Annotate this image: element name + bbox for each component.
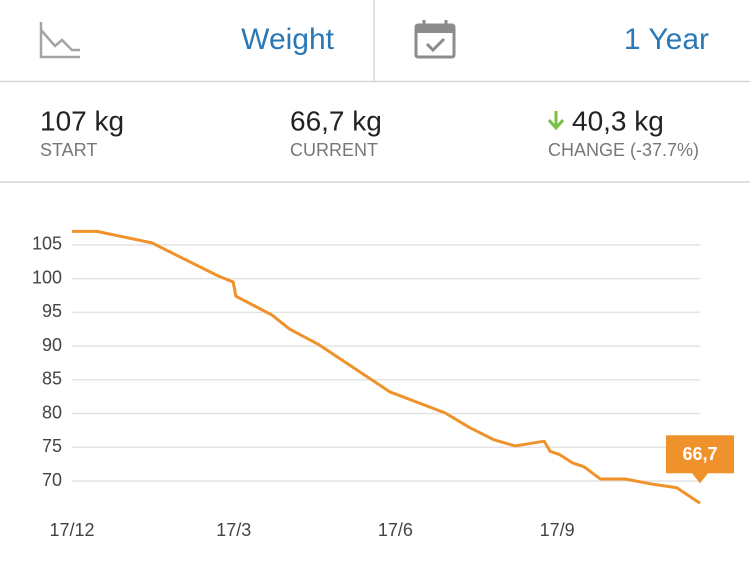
callout-box [666,435,734,484]
plot: 70 75 80 85 90 95 100 105 17/12 17/3 17/6 17/9 66,7 [32,229,734,540]
period-selector[interactable]: 1 Year [414,20,709,59]
y-tick-label: 75 [42,436,62,456]
calendar-check [425,37,446,53]
metric-selector[interactable]: Weight [39,22,335,59]
weight-line [72,229,701,505]
y-tick-label: 70 [42,470,62,490]
value-callout: 66,7 [666,435,734,484]
calendar-top [416,25,454,33]
x-tick-label: 17/12 [49,520,94,540]
y-tick-label: 85 [42,369,62,389]
start-label: START [40,140,97,160]
x-tick-label: 17/9 [540,520,575,540]
chart-icon [39,22,80,59]
change-value: 40,3 kg [572,105,664,136]
start-value: 107 kg [40,105,124,136]
down-arrow [547,111,565,131]
y-tick-label: 80 [42,402,62,422]
y-tick-label: 90 [42,335,62,355]
metric-title: Weight [241,23,334,56]
y-tick-label: 100 [32,267,62,287]
callout-label: 66,7 [682,444,717,464]
x-tick-label: 17/3 [216,520,251,540]
y-tick-label: 95 [42,301,62,321]
change-label: CHANGE (-37.7%) [548,140,699,160]
current-value: 66,7 kg [290,105,382,136]
current-label: CURRENT [290,140,378,160]
y-tick-label: 105 [32,234,62,254]
x-tick-label: 17/6 [378,520,413,540]
period-title: 1 Year [624,23,709,56]
